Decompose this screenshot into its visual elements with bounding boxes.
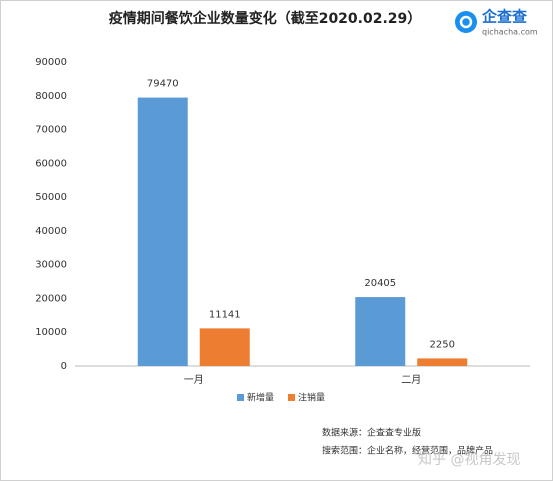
note: 数据来源：企查查专业版 bbox=[322, 427, 421, 439]
logo-icon bbox=[455, 11, 477, 33]
y-tick-label: 40000 bbox=[35, 226, 67, 237]
brand-name: 企查查 bbox=[481, 8, 528, 26]
legend-swatch bbox=[237, 394, 244, 401]
y-tick-label: 20000 bbox=[35, 293, 67, 304]
y-tick-label: 80000 bbox=[35, 91, 67, 102]
legend-label: 新增量 bbox=[247, 392, 274, 404]
legend-label: 注销量 bbox=[298, 392, 325, 404]
value-label: 79470 bbox=[147, 79, 179, 90]
chart-title: 疫情期间餐饮企业数量变化（截至2020.02.29） bbox=[109, 10, 422, 27]
x-tick-label: 二月 bbox=[401, 374, 421, 386]
y-tick-label: 10000 bbox=[35, 327, 67, 338]
x-tick-label: 一月 bbox=[184, 374, 204, 386]
brand-logo: 企查查 qichacha.com bbox=[455, 8, 538, 37]
note: 搜索范围：企业名称，经营范围，品牌产品 bbox=[322, 445, 493, 457]
bar bbox=[417, 358, 468, 366]
logo-icon-ring bbox=[459, 15, 473, 29]
bar bbox=[355, 297, 406, 366]
watermark: 知乎 @视角发现 bbox=[418, 451, 520, 468]
bar bbox=[199, 328, 250, 366]
y-tick-label: 50000 bbox=[35, 192, 67, 203]
y-tick-label: 30000 bbox=[35, 260, 67, 271]
value-label: 20405 bbox=[364, 278, 396, 289]
brand-url: qichacha.com bbox=[482, 28, 538, 37]
y-tick-label: 60000 bbox=[35, 158, 67, 169]
value-label: 2250 bbox=[430, 339, 455, 350]
value-label: 11141 bbox=[209, 309, 241, 320]
legend-swatch bbox=[288, 394, 296, 401]
y-tick-label: 70000 bbox=[35, 125, 67, 136]
bar bbox=[137, 97, 188, 367]
y-tick-label: 0 bbox=[61, 361, 67, 372]
y-tick-label: 90000 bbox=[35, 57, 67, 68]
